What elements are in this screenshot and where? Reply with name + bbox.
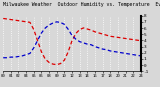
Text: Milwaukee Weather  Outdoor Humidity vs. Temperature  Every 5 Minutes: Milwaukee Weather Outdoor Humidity vs. T… xyxy=(3,2,160,7)
